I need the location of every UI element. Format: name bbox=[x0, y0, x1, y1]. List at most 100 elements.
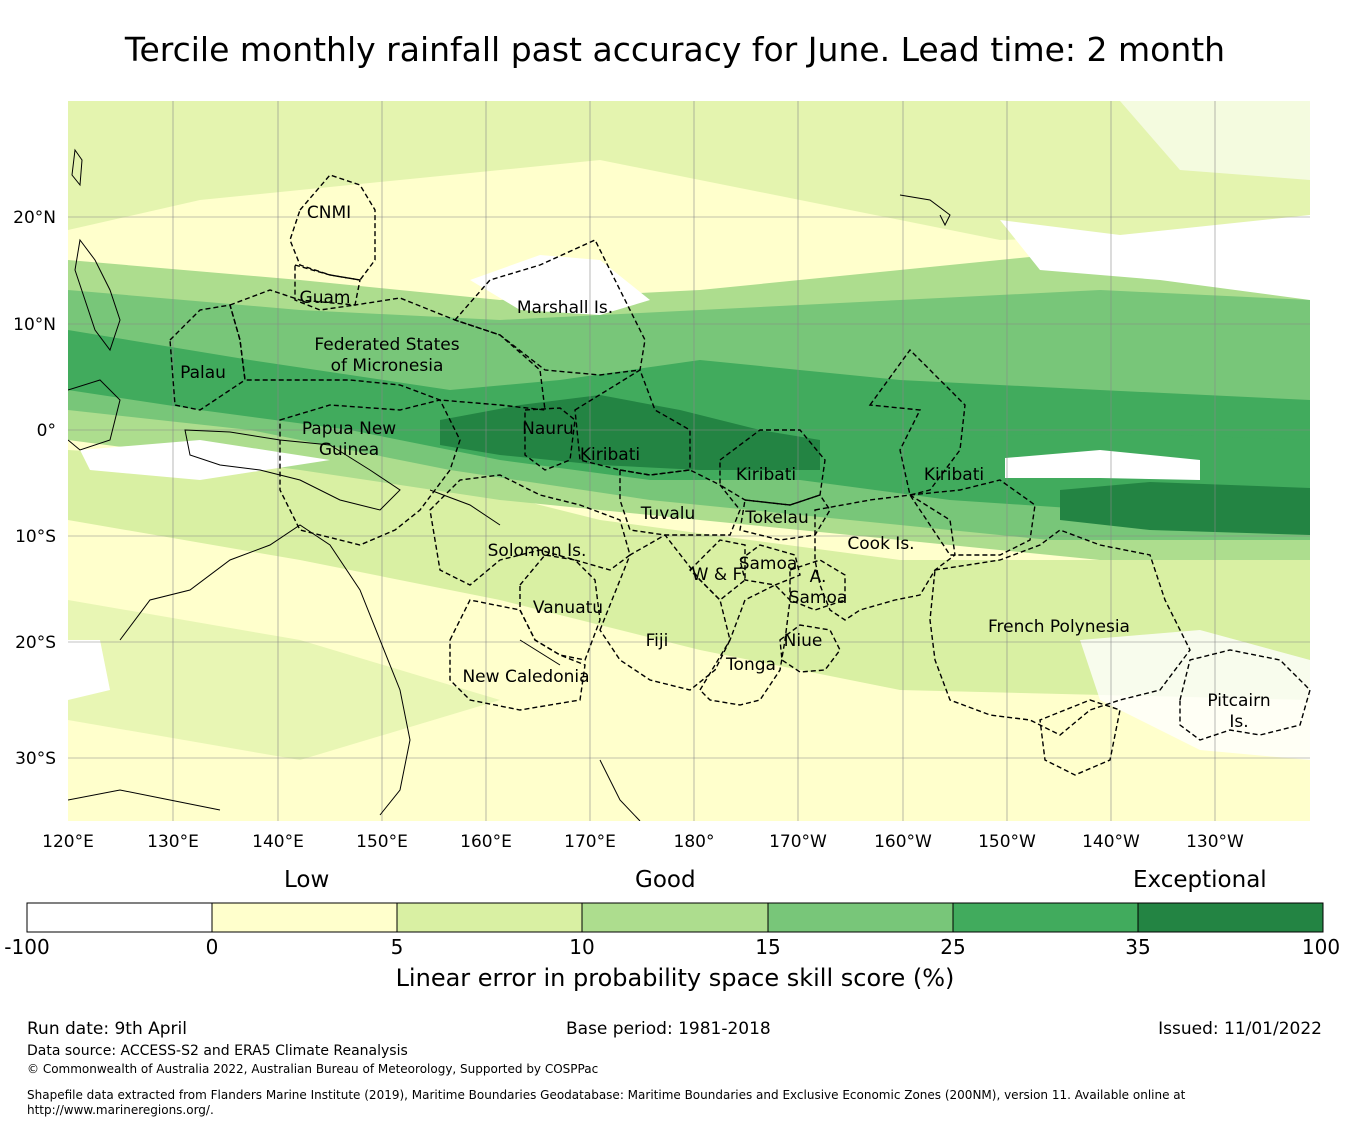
colorbar bbox=[26, 902, 1324, 933]
shapefile-credit-line1: Shapefile data extracted from Flanders M… bbox=[27, 1088, 1186, 1102]
colorbar-axis-label: Linear error in probability space skill … bbox=[395, 964, 955, 992]
eez-french-polynesia bbox=[929, 529, 1191, 736]
eez-pitcairn bbox=[1179, 649, 1311, 741]
colorbar-tick: 10 bbox=[569, 935, 595, 959]
lat-label: 20°N bbox=[13, 208, 56, 228]
eez-tokelau bbox=[739, 494, 831, 541]
colorbar-tick: -100 bbox=[4, 935, 50, 959]
label-kiribati-gilbert: Kiribati bbox=[580, 445, 640, 465]
colorbar-tick: 5 bbox=[390, 935, 404, 959]
label-guam: Guam bbox=[300, 288, 351, 308]
eez-pitcairn-west bbox=[1039, 699, 1121, 776]
lon-label: 150°W bbox=[978, 832, 1036, 852]
label-cnmi: CNMI bbox=[307, 203, 351, 223]
copyright: © Commonwealth of Australia 2022, Austra… bbox=[27, 1062, 599, 1076]
colorbar-segment bbox=[397, 903, 582, 932]
eez-new-caledonia bbox=[449, 599, 586, 711]
label-pitcairn-1: Pitcairn bbox=[1207, 691, 1270, 711]
run-date: Run date: 9th April bbox=[27, 1019, 187, 1039]
label-fsm-2: of Micronesia bbox=[331, 356, 444, 376]
eez-cook bbox=[814, 494, 956, 621]
label-nauru: Nauru bbox=[522, 419, 574, 439]
label-palau: Palau bbox=[180, 363, 226, 383]
eez-samoa bbox=[739, 544, 801, 586]
label-kiribati-phoenix: Kiribati bbox=[736, 465, 796, 485]
label-png-2: Guinea bbox=[319, 440, 379, 460]
shapefile-credit-line2: http://www.marineregions.org/. bbox=[27, 1103, 214, 1117]
eez-wf bbox=[689, 539, 746, 601]
eez-kiribati-east bbox=[908, 479, 1036, 556]
lon-label: 150°E bbox=[356, 832, 408, 852]
label-tokelau: Tokelau bbox=[744, 508, 809, 528]
colorbar-tick: 0 bbox=[205, 935, 219, 959]
lon-label: 170°E bbox=[564, 832, 616, 852]
label-french-polynesia: French Polynesia bbox=[988, 617, 1130, 637]
nz-coast bbox=[599, 759, 641, 821]
label-american-samoa-1: A. bbox=[810, 567, 827, 587]
gridlines bbox=[68, 101, 1310, 821]
label-niue: Niue bbox=[784, 631, 823, 651]
colorbar-tick: 25 bbox=[940, 935, 966, 959]
philippines-coast bbox=[74, 238, 121, 352]
colorbar-category-good: Good bbox=[635, 867, 696, 893]
lon-label: 160°W bbox=[874, 832, 932, 852]
label-tuvalu: Tuvalu bbox=[640, 504, 696, 524]
borneo-coast bbox=[68, 379, 121, 451]
colorbar-category-exceptional: Exceptional bbox=[1133, 867, 1267, 893]
label-fiji: Fiji bbox=[646, 631, 669, 651]
colorbar-category-low: Low bbox=[284, 867, 330, 893]
colorbar-tick: 100 bbox=[1301, 935, 1341, 959]
eez-boundaries bbox=[169, 174, 1311, 776]
colorbar-tick: 35 bbox=[1125, 935, 1151, 959]
lon-labels: 120°E 130°E 140°E 150°E 160°E 170°E 180°… bbox=[42, 832, 1244, 852]
colorbar-segment bbox=[953, 903, 1138, 932]
eez-png bbox=[279, 399, 461, 546]
eez-kiribati-line bbox=[868, 348, 966, 496]
lat-label: 10°N bbox=[13, 315, 56, 335]
data-source: Data source: ACCESS-S2 and ERA5 Climate … bbox=[27, 1043, 408, 1059]
map-title: Tercile monthly rainfall past accuracy f… bbox=[124, 30, 1226, 69]
hawaii-coast bbox=[899, 194, 951, 227]
label-solomon: Solomon Is. bbox=[488, 541, 587, 561]
label-new-caledonia: New Caledonia bbox=[462, 667, 589, 687]
lon-label: 160°E bbox=[460, 832, 512, 852]
label-cook: Cook Is. bbox=[847, 534, 914, 554]
label-vanuatu: Vanuatu bbox=[533, 598, 603, 618]
region-labels: CNMI Guam Marshall Is. Palau Federated S… bbox=[180, 203, 1271, 732]
lon-label: 120°E bbox=[42, 832, 94, 852]
lon-label: 180° bbox=[674, 832, 715, 852]
label-png-1: Papua New bbox=[302, 419, 396, 439]
lon-label: 140°E bbox=[252, 832, 304, 852]
eez-tuvalu bbox=[619, 469, 741, 536]
colorbar-segment bbox=[212, 903, 397, 932]
colorbar-segment bbox=[27, 903, 212, 932]
label-marshall: Marshall Is. bbox=[517, 298, 613, 318]
lat-label: 30°S bbox=[15, 749, 56, 769]
eez-cnmi bbox=[289, 174, 376, 281]
lat-label: 20°S bbox=[15, 633, 56, 653]
coastlines bbox=[68, 148, 951, 821]
colorbar-segment bbox=[768, 903, 953, 932]
lon-label: 170°W bbox=[769, 832, 827, 852]
lon-label: 130°W bbox=[1186, 832, 1244, 852]
issued-date: Issued: 11/01/2022 bbox=[1158, 1019, 1322, 1039]
label-american-samoa-2: Samoa bbox=[789, 588, 848, 608]
eez-tonga bbox=[699, 584, 791, 706]
solomon-coast bbox=[429, 489, 501, 526]
label-tonga: Tonga bbox=[725, 655, 776, 675]
eez-nauru bbox=[524, 407, 576, 471]
label-kiribati-line: Kiribati bbox=[924, 465, 984, 485]
eez-kiribati-gilbert bbox=[574, 368, 691, 476]
colorbar-tick: 15 bbox=[755, 935, 781, 959]
base-period: Base period: 1981-2018 bbox=[566, 1019, 771, 1039]
taiwan-coast bbox=[71, 148, 83, 187]
label-fsm-1: Federated States bbox=[314, 335, 459, 355]
skill-field bbox=[68, 101, 1310, 821]
eez-fiji bbox=[599, 534, 731, 691]
new-caledonia-coast bbox=[519, 639, 561, 666]
lat-labels: 20°N 10°N 0° 10°S 20°S 30°S bbox=[13, 208, 56, 769]
australia-coast bbox=[68, 524, 411, 816]
lon-label: 140°W bbox=[1082, 832, 1140, 852]
colorbar-segment bbox=[582, 903, 768, 932]
